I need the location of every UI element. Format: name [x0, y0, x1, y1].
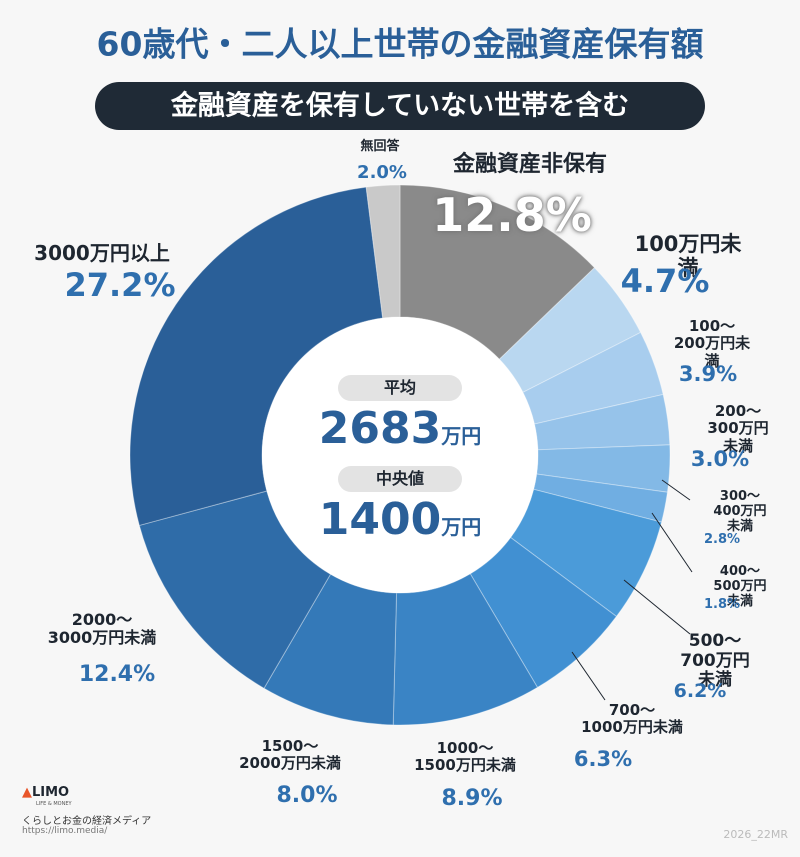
subtitle-pill	[95, 82, 705, 130]
category-label: 100万円未満	[634, 232, 742, 281]
category-label: 200〜 300万円未満	[707, 402, 769, 455]
category-label: 300〜 400万円未満	[713, 489, 767, 534]
value-label: 8.9%	[441, 786, 503, 811]
leader-line	[661, 479, 691, 501]
value-label: 12.4%	[78, 662, 156, 687]
url: https://limo.media/	[22, 826, 108, 836]
code: 2026_22MR	[723, 828, 788, 841]
center-block: 平均 2683万円 中央値 1400万円	[300, 375, 500, 575]
category-label: 2000〜 3000万円未満	[47, 610, 157, 648]
logo-mark: ▲	[22, 785, 32, 800]
value-label: 6.2%	[673, 680, 727, 702]
value-label: 3.0%	[690, 447, 750, 471]
category-label: 500〜 700万円未満	[680, 631, 750, 691]
value-label: 8.0%	[276, 783, 338, 808]
value-label: 12.8%	[432, 188, 592, 242]
mean-label: 平均	[338, 375, 462, 401]
category-label: 400〜 500万円未満	[713, 564, 767, 609]
value-label: 1.8%	[703, 597, 741, 612]
value-label: 2.0%	[357, 162, 407, 183]
mean-row: 2683万円	[300, 401, 500, 464]
median-label: 中央値	[338, 466, 462, 492]
mean-value: 2683	[318, 403, 442, 454]
category-label: 100〜 200万円未満	[673, 317, 751, 370]
category-label: 700〜 1000万円未満	[581, 701, 683, 737]
leader-line	[623, 579, 691, 635]
value-label: 2.8%	[703, 532, 741, 547]
value-label: 27.2%	[64, 266, 176, 304]
tagline: くらしとお金の経済メディア	[22, 816, 152, 827]
median-value: 1400	[318, 494, 442, 545]
median-unit: 万円	[441, 515, 482, 539]
logo: ▲LIMO	[22, 785, 69, 800]
median-row: 1400万円	[300, 492, 500, 555]
category-label: 1000〜 1500万円未満	[414, 739, 516, 775]
category-label: 無回答	[360, 139, 400, 154]
leader-line	[651, 512, 693, 573]
category-label: 3000万円以上	[34, 241, 170, 265]
category-label: 金融資産非保有	[452, 152, 608, 177]
logo-sub: LIFE & MONEY	[36, 801, 72, 807]
logo-text: LIMO	[32, 785, 70, 800]
value-label: 4.7%	[620, 262, 710, 300]
leader-line	[571, 651, 606, 701]
value-label: 3.9%	[678, 362, 738, 386]
value-label: 6.3%	[573, 747, 633, 771]
category-label: 1500〜 2000万円未満	[239, 737, 341, 773]
mean-unit: 万円	[441, 424, 482, 448]
chart-title: 60歳代・二人以上世帯の金融資産保有額	[97, 25, 704, 64]
chart-subtitle: 金融資産を保有していない世帯を含む	[170, 90, 629, 122]
inner-circle	[262, 317, 538, 593]
